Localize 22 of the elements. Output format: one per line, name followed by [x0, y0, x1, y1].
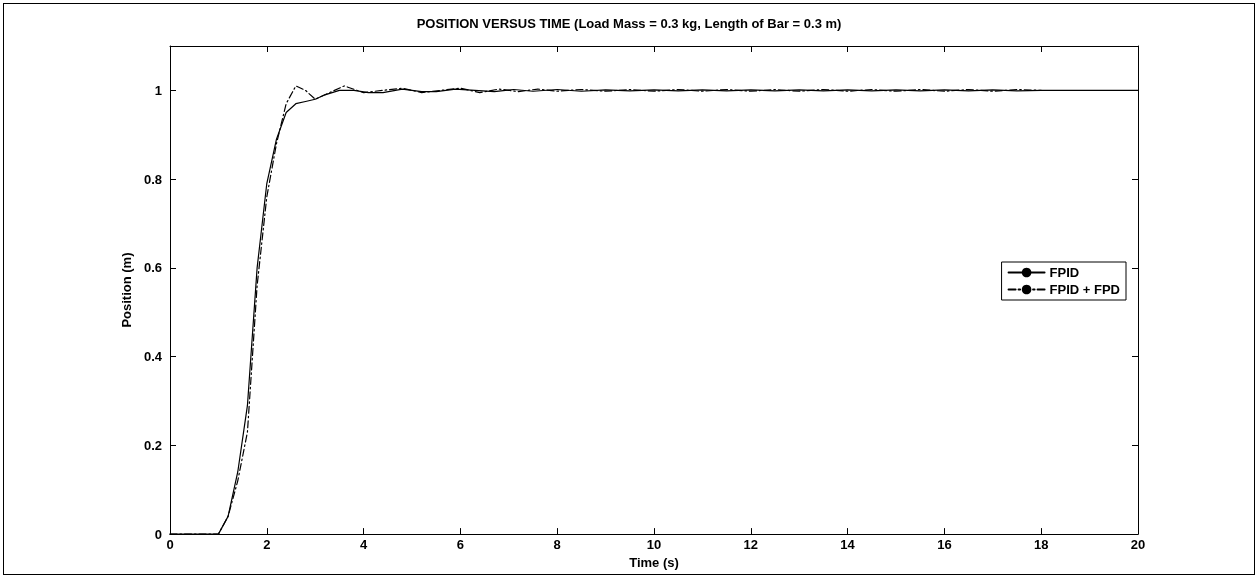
- y-tick-label: 0.2: [143, 437, 162, 453]
- x-tick-label: 0: [166, 537, 174, 553]
- x-tick-label: 20: [1130, 537, 1146, 553]
- x-tick-label: 14: [840, 537, 856, 553]
- y-tick-label: 0.6: [143, 260, 162, 276]
- x-tick-label: 6: [456, 537, 465, 553]
- legend-label: FPID: [1049, 265, 1080, 280]
- y-axis-title: Position (m): [119, 252, 135, 328]
- legend-label: FPID + FPD: [1049, 282, 1121, 297]
- x-tick-label: 12: [743, 537, 759, 553]
- x-tick-label: 8: [553, 537, 561, 553]
- y-tick-label: 0.8: [143, 171, 162, 187]
- y-tick-label: 0.4: [143, 349, 163, 365]
- y-tick-label: 1: [154, 82, 162, 98]
- x-tick-label: 18: [1033, 537, 1049, 553]
- chart-title: POSITION VERSUS TIME (Load Mass = 0.3 kg, Length of Bar = 0.3 m): [416, 16, 842, 31]
- x-tick-label: 16: [937, 537, 952, 553]
- x-tick-label: 2: [263, 537, 271, 553]
- x-tick-label: 4: [359, 537, 368, 553]
- y-tick-label: 0: [154, 526, 162, 542]
- x-tick-label: 10: [646, 537, 662, 553]
- x-axis-title: Time (s): [629, 555, 679, 570]
